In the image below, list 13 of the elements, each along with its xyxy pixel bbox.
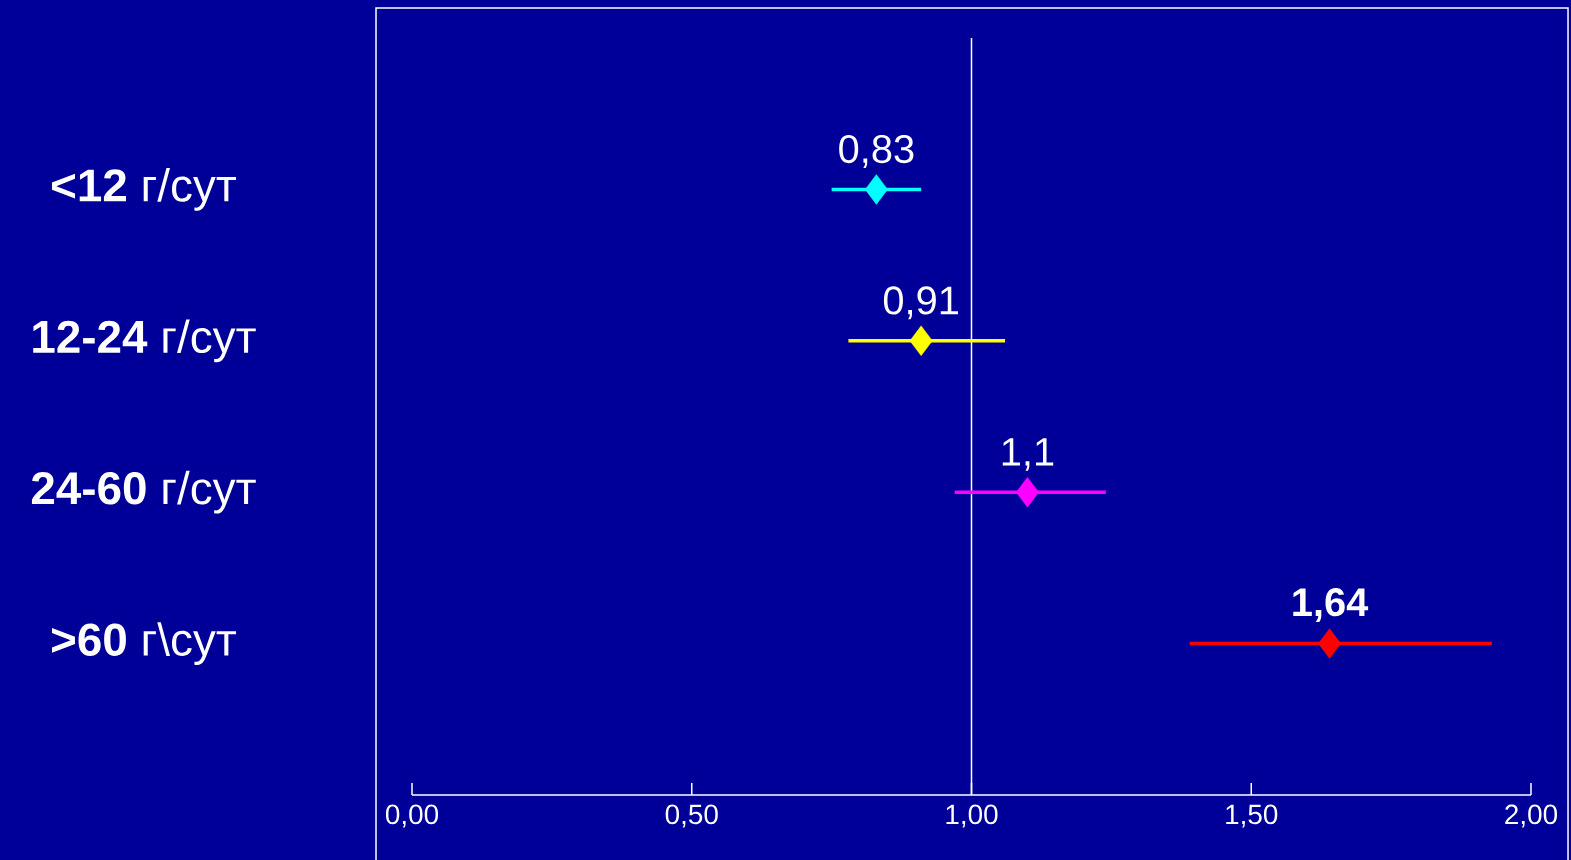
data-label: 0,91 — [883, 286, 958, 320]
y-tick-label: >60 г\сут — [52, 622, 237, 665]
x-tick-label: 1,00 — [946, 804, 998, 828]
y-tick-label: 24-60 г/сут — [31, 470, 256, 514]
x-tick-label: 1,50 — [1226, 804, 1278, 828]
x-tick-label: 0,50 — [665, 804, 718, 828]
data-label: 1,64 — [1293, 588, 1369, 623]
y-tick-label: 12-24 г/сут — [33, 319, 256, 363]
data-label: 1,1 — [1002, 438, 1054, 471]
x-tick-label: 0,00 — [385, 804, 439, 828]
y-tick-label: <12 г/сут — [52, 168, 237, 211]
data-label: 0,83 — [839, 134, 914, 168]
x-tick-label: 2,00 — [1505, 804, 1558, 828]
